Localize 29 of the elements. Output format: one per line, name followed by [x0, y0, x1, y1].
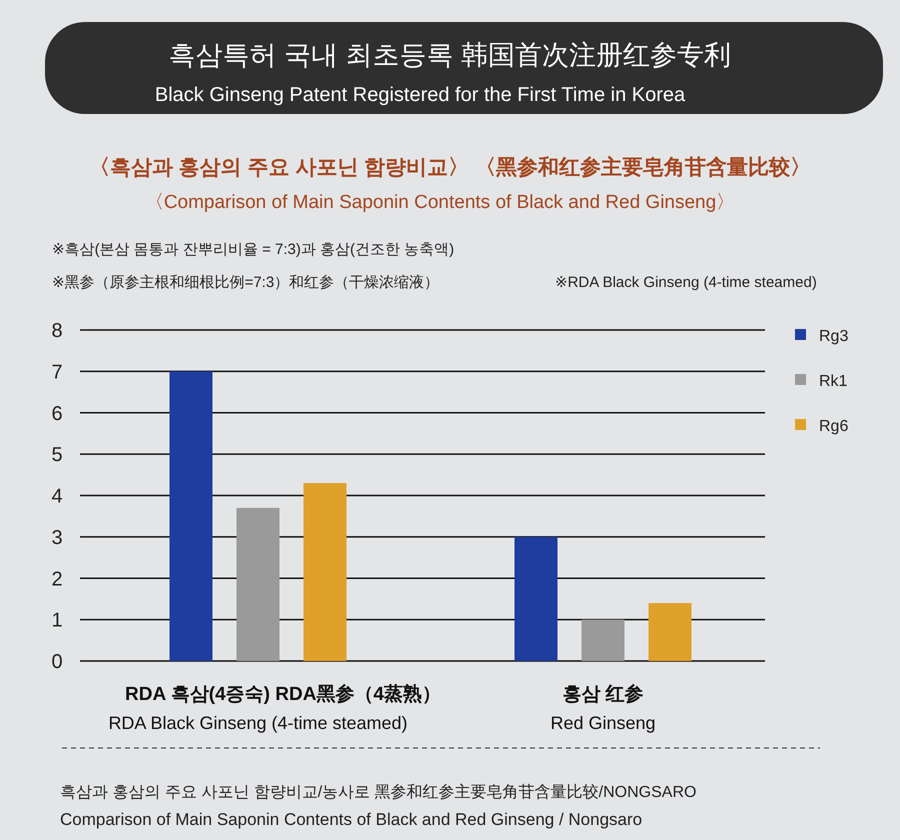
y-tick-label: 6 — [51, 402, 63, 425]
y-tick-label: 5 — [51, 444, 63, 466]
text: Comparison of Main Saponin Contents of Black and Red Ginseng / Nongsaro — [60, 810, 642, 829]
legend-label: Rk1 — [819, 373, 848, 390]
bar — [304, 483, 346, 661]
legend-label: Rg6 — [819, 418, 848, 435]
x-tick-label: RDA 흑삼(4증숙) RDA黑参（4蒸熟） RDA Black Ginseng (4-time steamed) — [108, 683, 441, 733]
x-tick-label: 홍삼 红参 Red Ginseng — [550, 683, 656, 733]
bar — [582, 620, 624, 661]
y-tick-label: 2 — [51, 568, 63, 590]
y-tick-label: 7 — [51, 361, 63, 384]
text: 흑삼과 홍삼의 주요 사포닌 함량비교/농사로 黑参和红参主要皂角苷含量比较/NONGSARO — [60, 783, 696, 801]
bar — [236, 508, 280, 661]
bar — [514, 536, 558, 661]
legend-label: Rg3 — [819, 328, 848, 345]
chart-title: 〈흑삼과 홍삼의 주요 사포닌 함량비교〉 〈黑参和红参主要皂角苷含量比较〉 — [88, 155, 812, 179]
bar — [648, 603, 692, 661]
text: ※흑삼(본삼 몸통과 잔뿌리비율 = 7:3)과 홍삼(건조한 농축액) — [52, 241, 454, 258]
chart-subtitle: 〈Comparison of Main Saponin Contents of Black and Red Ginseng〉 — [144, 192, 736, 213]
text: Black Ginseng Patent Registered for the First Time in Korea — [154, 84, 686, 106]
y-tick-label: 3 — [51, 526, 63, 549]
bar — [170, 371, 212, 661]
y-tick-label: 0 — [51, 651, 63, 673]
text: ※RDA Black Ginseng (4-time steamed) — [555, 274, 817, 291]
y-tick-label: 8 — [51, 320, 63, 342]
text: 흑삼특허 국내 최초등록 韩国首次注册红参专利 — [168, 40, 732, 70]
text: ※黑参（原参主根和细根比例=7:3）和红参（干燥浓缩液） — [52, 274, 440, 291]
y-tick-label: 4 — [51, 486, 63, 508]
y-tick-label: 1 — [51, 610, 63, 632]
